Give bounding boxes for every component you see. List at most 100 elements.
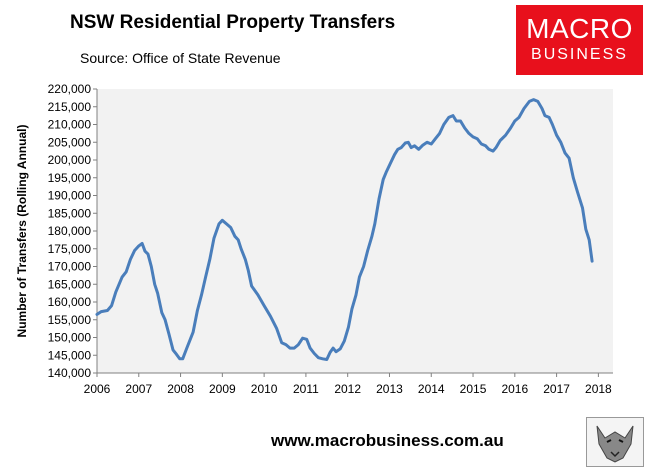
data-point [362, 265, 365, 268]
plot-area [97, 89, 613, 373]
data-point [141, 242, 144, 245]
data-point [284, 343, 287, 346]
data-point [499, 139, 502, 142]
data-point [250, 285, 253, 288]
data-point [541, 107, 544, 110]
data-point [196, 309, 199, 312]
data-point [240, 247, 243, 250]
y-tick-label: 165,000 [48, 277, 92, 291]
data-point [332, 347, 335, 350]
data-point [426, 141, 429, 144]
data-point [572, 176, 575, 179]
data-point [263, 304, 266, 307]
y-tick-label: 210,000 [48, 118, 92, 132]
logo-line-2: BUSINESS [531, 46, 628, 63]
data-point [548, 116, 551, 119]
data-point [588, 238, 591, 241]
data-point [321, 357, 324, 360]
data-point [329, 351, 332, 354]
data-point [393, 153, 396, 156]
data-point [129, 258, 132, 261]
y-tick-label: 145,000 [48, 348, 92, 362]
data-point [430, 143, 433, 146]
data-point [413, 144, 416, 147]
data-point [289, 347, 292, 350]
data-point [309, 347, 312, 350]
data-point [532, 98, 535, 101]
data-point [229, 226, 232, 229]
data-point [110, 304, 113, 307]
y-tick-label: 215,000 [48, 100, 92, 114]
data-point [555, 134, 558, 137]
y-tick-label: 155,000 [48, 313, 92, 327]
data-point [591, 260, 594, 263]
data-point [305, 338, 308, 341]
data-point [208, 258, 211, 261]
x-tick-label: 2014 [418, 382, 445, 396]
data-point [576, 191, 579, 194]
data-point [509, 127, 512, 130]
x-axis: 2006 2007 2008 2009 2010 2011 2012 2013 2014 2015… [84, 372, 613, 396]
data-point [396, 148, 399, 151]
data-point [467, 132, 470, 135]
data-point [225, 222, 228, 225]
wolf-logo-icon [586, 417, 644, 467]
x-tick-label: 2017 [543, 382, 570, 396]
y-tick-label: 150,000 [48, 331, 92, 345]
x-tick-label: 2012 [334, 382, 361, 396]
chart-source: Source: Office of State Revenue [80, 50, 281, 66]
data-point [452, 114, 455, 117]
data-point [378, 198, 381, 201]
data-point [455, 120, 458, 123]
data-point [185, 347, 188, 350]
data-point [247, 269, 250, 272]
data-point [463, 127, 466, 130]
macrobusiness-logo[interactable]: MACRO BUSINESS [516, 5, 643, 75]
data-point [434, 137, 437, 140]
data-point [280, 341, 283, 344]
website-url[interactable]: www.macrobusiness.com.au [271, 431, 504, 450]
data-point [178, 357, 181, 360]
data-point [325, 358, 328, 361]
data-point [551, 123, 554, 126]
data-point [358, 276, 361, 279]
x-tick-label: 2016 [501, 382, 528, 396]
data-point [421, 144, 424, 147]
data-point [192, 331, 195, 334]
data-point [476, 137, 479, 140]
data-point [204, 276, 207, 279]
y-tick-label: 220,000 [48, 82, 92, 96]
data-point [221, 219, 224, 222]
data-point [459, 120, 462, 123]
y-tick-label: 140,000 [48, 366, 92, 380]
x-tick-label: 2008 [167, 382, 194, 396]
data-point [160, 311, 163, 314]
data-point [442, 123, 445, 126]
chart-title: NSW Residential Property Transfers [70, 12, 396, 33]
data-point [347, 325, 350, 328]
data-point [472, 135, 475, 138]
data-point [244, 258, 247, 261]
data-point [317, 356, 320, 359]
x-tick-label: 2015 [460, 382, 487, 396]
data-point [150, 265, 153, 268]
y-tick-label: 200,000 [48, 153, 92, 167]
data-point [96, 313, 99, 316]
data-point [417, 148, 420, 151]
data-point [156, 292, 159, 295]
data-point [559, 141, 562, 144]
data-point [404, 142, 407, 145]
data-point [480, 143, 483, 146]
data-point [484, 144, 487, 147]
data-point [528, 100, 531, 103]
data-point [121, 276, 124, 279]
data-point [355, 293, 358, 296]
y-axis: 140,000 145,000 150,000 155,000 160,000 165,0… [48, 82, 98, 380]
data-point [147, 253, 150, 256]
logo-line-1: MACRO [526, 13, 633, 44]
data-point [373, 222, 376, 225]
x-tick-label: 2006 [84, 382, 111, 396]
x-tick-label: 2018 [585, 382, 612, 396]
data-point [301, 337, 304, 340]
data-point [269, 315, 272, 318]
